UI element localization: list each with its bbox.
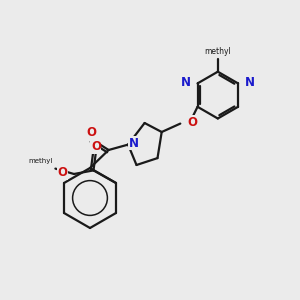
Text: O: O <box>57 166 68 179</box>
Text: O: O <box>91 140 101 154</box>
Text: N: N <box>181 76 191 89</box>
Text: N: N <box>245 76 255 89</box>
Text: N: N <box>128 137 139 150</box>
Text: methyl: methyl <box>28 158 52 164</box>
Text: methyl: methyl <box>204 47 231 56</box>
Text: O: O <box>86 126 96 140</box>
Text: O: O <box>187 116 197 129</box>
